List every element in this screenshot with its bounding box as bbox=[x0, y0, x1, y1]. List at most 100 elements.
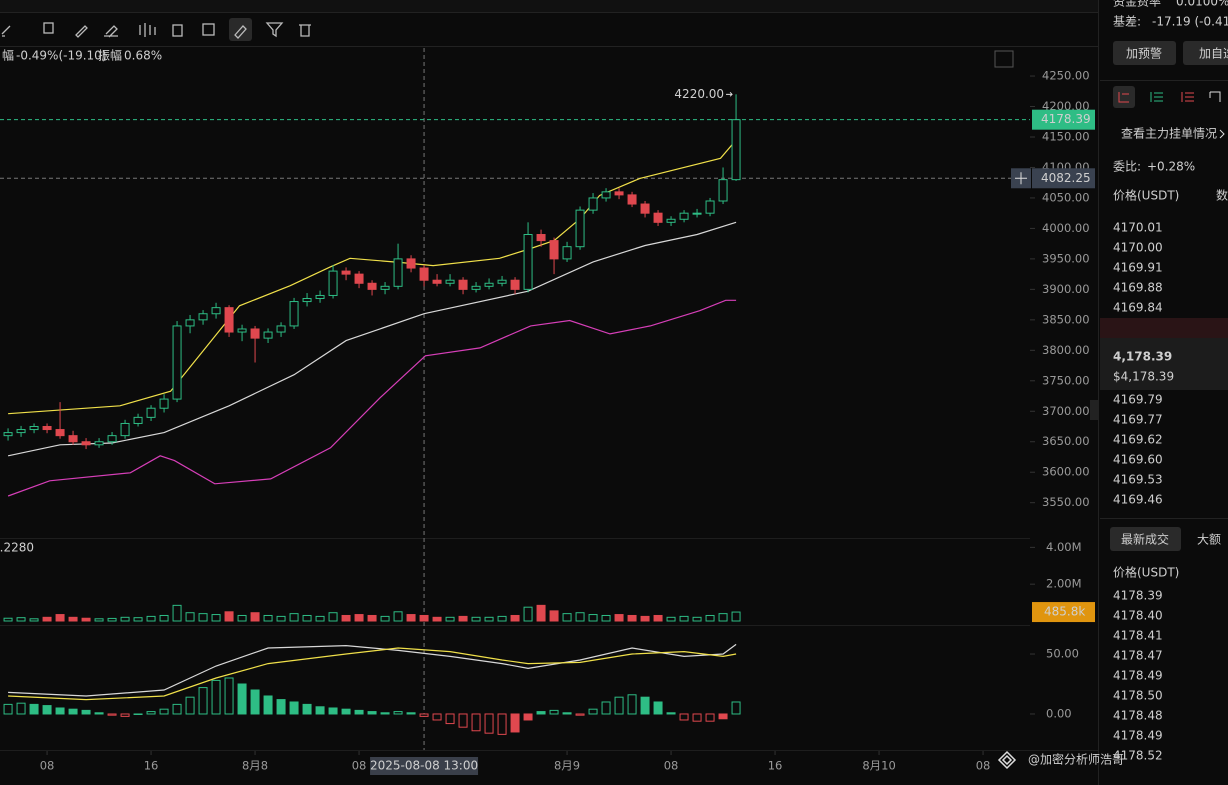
volume-bar bbox=[614, 614, 624, 622]
tool-icon[interactable] bbox=[234, 25, 247, 39]
alert-button[interactable] bbox=[1113, 41, 1176, 65]
y-tick-label: 4150.00 bbox=[1042, 129, 1090, 143]
book-mode-active[interactable] bbox=[1113, 86, 1135, 108]
candle-body bbox=[692, 212, 702, 215]
candle-body bbox=[718, 179, 728, 202]
candle-body bbox=[29, 426, 39, 431]
volume-bar bbox=[497, 615, 507, 622]
candle-body bbox=[16, 429, 26, 434]
oscillator-bar bbox=[692, 713, 702, 722]
book-mode-icon[interactable] bbox=[1150, 92, 1163, 102]
crosshair-price: 4082.25 bbox=[1041, 171, 1091, 185]
large-trades-tab[interactable]: 大额 bbox=[1197, 533, 1221, 547]
candle-body bbox=[55, 429, 65, 437]
oscillator-bar bbox=[705, 713, 715, 722]
depth-link[interactable]: 查看主力挂单情况 bbox=[1121, 127, 1217, 141]
trades-tab-active[interactable] bbox=[1110, 527, 1181, 551]
watermark: @加密分析师浩哥 bbox=[997, 750, 1124, 770]
candle-body bbox=[562, 246, 572, 260]
amplitude-label: 振幅 bbox=[98, 48, 122, 63]
trade-price: 4178.47 bbox=[1113, 649, 1163, 663]
favorite-button[interactable] bbox=[1183, 41, 1228, 65]
oscillator-bar bbox=[432, 713, 442, 721]
fullscreen-button[interactable] bbox=[994, 50, 1014, 68]
tool-icon[interactable] bbox=[202, 23, 215, 36]
volume-bar bbox=[68, 616, 78, 622]
y-tick-label: 3600.00 bbox=[1042, 465, 1090, 479]
oscillator-bar bbox=[250, 689, 260, 715]
tool-icon[interactable] bbox=[299, 24, 311, 37]
oscillator-bar bbox=[614, 696, 624, 715]
volume-bar bbox=[471, 616, 481, 622]
oscillator-bar bbox=[549, 709, 559, 715]
candle-body bbox=[679, 212, 689, 220]
tool-icon[interactable] bbox=[75, 25, 88, 38]
trades-tab[interactable]: 最新成交 bbox=[1121, 532, 1169, 547]
oscillator-bar bbox=[380, 712, 390, 715]
basis-label: 基差: bbox=[1113, 15, 1141, 29]
volume-bar bbox=[328, 612, 338, 622]
candle-body bbox=[510, 279, 520, 290]
volume-bar bbox=[237, 614, 247, 622]
watermark-text: @加密分析师浩哥 bbox=[1028, 752, 1124, 767]
candle-body bbox=[588, 197, 598, 211]
trade-price: 4178.40 bbox=[1113, 609, 1163, 623]
candle-body bbox=[445, 279, 455, 284]
candle-body bbox=[458, 279, 468, 290]
candle-body bbox=[276, 325, 286, 333]
book-mode-icon[interactable] bbox=[1118, 92, 1129, 103]
x-tick-label: 08 bbox=[40, 759, 55, 773]
candle-body bbox=[406, 258, 416, 269]
y-tick-label: 3750.00 bbox=[1042, 373, 1090, 387]
tool-icon[interactable] bbox=[1, 25, 11, 37]
volume-bar bbox=[692, 616, 702, 622]
candle-body bbox=[120, 422, 130, 437]
collapse-handle[interactable] bbox=[1090, 400, 1099, 420]
candle-body bbox=[198, 313, 208, 321]
candle-body bbox=[536, 234, 546, 242]
book-mode-icon[interactable] bbox=[1181, 92, 1194, 102]
volume-bar bbox=[3, 617, 13, 622]
tool-icon[interactable] bbox=[265, 22, 284, 38]
oscillator-bar bbox=[406, 712, 416, 715]
y-tick-label: 4200.00 bbox=[1042, 99, 1090, 113]
favorite-button-label[interactable]: 加自选 bbox=[1199, 47, 1228, 61]
bid-price: 4169.53 bbox=[1113, 473, 1163, 487]
candle-body bbox=[575, 209, 585, 248]
y-tick-label: 50.00 bbox=[1046, 647, 1079, 661]
ask-price: 4169.91 bbox=[1113, 261, 1163, 275]
book-header: 数 bbox=[1216, 188, 1228, 203]
mid-price: 4,178.39 bbox=[1113, 350, 1172, 364]
y-tick-label: 0.00 bbox=[1046, 706, 1072, 720]
ask-highlight bbox=[1100, 318, 1228, 338]
volume-bar bbox=[432, 616, 442, 622]
x-tick-label: 8月10 bbox=[862, 759, 895, 773]
candle-body bbox=[315, 294, 325, 300]
x-tick-label: 08 bbox=[976, 759, 991, 773]
trade-price: 4178.49 bbox=[1113, 669, 1163, 683]
candle-body bbox=[42, 426, 52, 431]
crosshair-price-box bbox=[1032, 168, 1095, 189]
change: -0.49%(-19.10) bbox=[16, 49, 107, 63]
tool-icon[interactable] bbox=[43, 22, 54, 34]
tool-icon[interactable] bbox=[104, 25, 118, 38]
volume-bar bbox=[601, 614, 611, 622]
oscillator-bar bbox=[393, 711, 403, 715]
bid-price: 4169.77 bbox=[1113, 413, 1163, 427]
side-panel: 资金费率 0.0100% 基差: -17.19 (-0.41%) 加预警 加自选… bbox=[1100, 0, 1228, 580]
tool-icon[interactable] bbox=[139, 23, 156, 37]
volume-bar bbox=[510, 614, 520, 622]
volume-bar bbox=[731, 611, 741, 622]
volume-bar bbox=[588, 614, 598, 622]
book-mode-icon[interactable] bbox=[1209, 91, 1221, 102]
y-tick-label: 3700.00 bbox=[1042, 404, 1090, 418]
ask-price: 4169.84 bbox=[1113, 301, 1163, 315]
oscillator-bar bbox=[211, 679, 221, 715]
alert-button-label[interactable]: 加预警 bbox=[1126, 46, 1162, 61]
candle-body bbox=[185, 319, 195, 327]
candle-body bbox=[640, 203, 650, 214]
volume-bar bbox=[16, 617, 26, 622]
tool-icon[interactable] bbox=[172, 24, 183, 37]
